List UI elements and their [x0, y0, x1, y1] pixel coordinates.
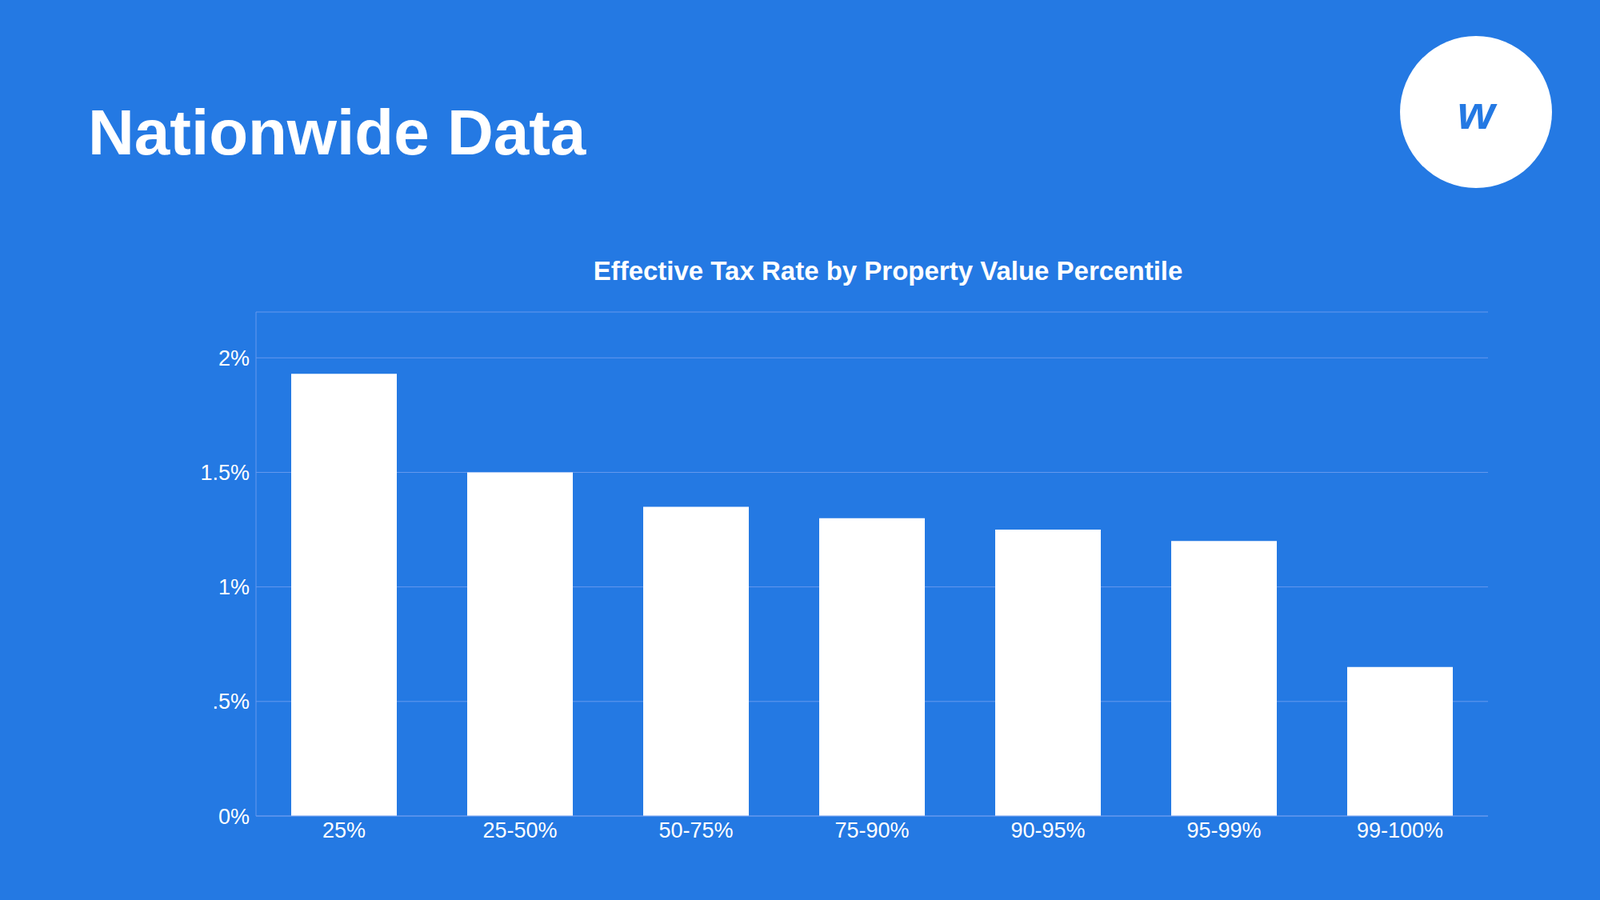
- svg-text:25%: 25%: [322, 818, 366, 843]
- svg-text:95-99%: 95-99%: [1186, 818, 1261, 843]
- svg-text:99-100%: 99-100%: [1356, 818, 1444, 843]
- html-text:w: w: [1457, 85, 1495, 139]
- svg-text:75-90%: 75-90%: [834, 818, 909, 843]
- svg-text:1%: 1%: [218, 575, 250, 600]
- svg-text:90-95%: 90-95%: [1010, 818, 1085, 843]
- svg-text:.5%: .5%: [212, 689, 250, 714]
- svg-text:0%: 0%: [218, 804, 250, 829]
- svg-text:1.5%: 1.5%: [200, 460, 250, 485]
- html-text:Effective Tax Rate by Property: Effective Tax Rate by Property Value Per…: [593, 256, 1183, 286]
- svg-text:25-50%: 25-50%: [482, 818, 557, 843]
- html-text:Nationwide Data: Nationwide Data: [88, 96, 586, 168]
- svg-text:50-75%: 50-75%: [658, 818, 733, 843]
- svg-text:2%: 2%: [218, 346, 250, 371]
